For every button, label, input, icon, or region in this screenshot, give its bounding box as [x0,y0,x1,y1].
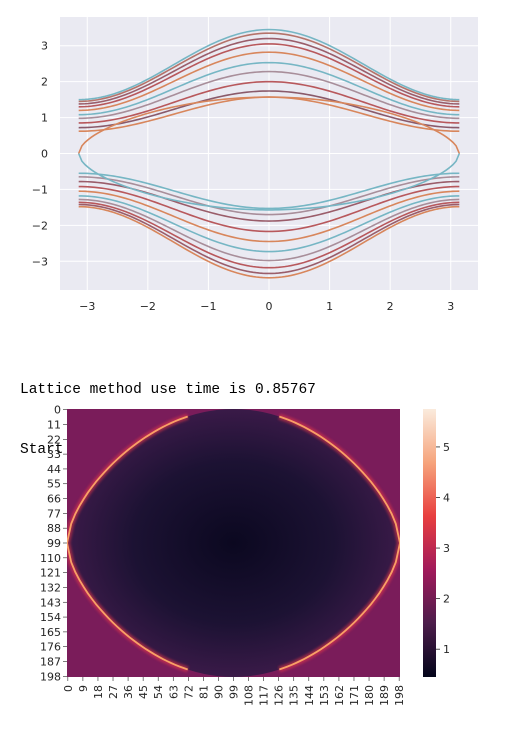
x-tick-labels: −3 −2 −1 0 1 2 3 [79,300,454,313]
band-line [78,172,460,210]
heatmap-x-tick-label: 189 [378,685,391,706]
x-tick-label: −1 [200,300,216,313]
y-tick-label: −2 [32,219,48,232]
band-line [78,61,460,116]
heatmap-x-tick-label: 27 [107,685,120,699]
edge-state-line [77,96,461,154]
band-line [78,28,460,101]
heatmap-y-tick-label: 11 [47,418,61,431]
band-line [78,43,460,108]
heatmap-y-tick-label: 198 [40,670,61,683]
heatmap-x-tick-label: 0 [62,685,75,692]
heatmap-y-tick-label: 165 [40,626,61,639]
y-tick-labels: 3 2 1 0 −1 −2 −3 [32,40,48,269]
heatmap-x-tick-label: 108 [243,685,256,706]
heatmap-y-tick-label: 99 [47,537,61,550]
heatmap-x-tick-label: 126 [273,685,286,706]
band-line [78,80,460,124]
timing-message: Lattice method use time is 0.85767 [20,382,316,398]
band-line [78,195,460,253]
y-tick-label: 2 [41,76,48,89]
heatmap-y-tick-label: 187 [40,656,61,669]
x-tick-label: −2 [140,300,156,313]
colorbar-tick-label: 3 [443,542,450,555]
heatmap-x-tick-label: 36 [122,685,135,699]
heatmap-y-tick-label: 121 [40,567,61,580]
band-line [78,32,460,103]
heatmap-y-tick-label: 77 [47,507,61,520]
heatmap-x-tick-label: 63 [167,685,180,699]
colorbar-tick-label: 1 [443,643,450,656]
heatmap-x-tick-label: 81 [197,685,210,699]
band-line [78,201,460,269]
heatmap-y-tick-label: 143 [40,596,61,609]
colorbar-tick-label: 4 [443,491,450,504]
x-tick-label: 0 [266,300,273,313]
heatmap-y-tick-label: 88 [47,522,61,535]
heatmap-y-tick-label: 33 [47,448,61,461]
heatmap-y-tick-label: 0 [54,404,61,417]
colorbar-tick-labels: 5 4 3 2 1 [436,441,450,656]
band-line [78,90,460,129]
band-line [78,37,460,105]
heatmap-x-tick-label: 153 [318,685,331,706]
heatmap-x-tick-label: 90 [212,685,225,699]
heatmap-x-tick-label: 198 [393,685,406,706]
heatmap-y-tick-label: 44 [47,463,61,476]
y-tick-label: −3 [32,255,48,268]
heatmap-x-tick-label: 135 [288,685,301,706]
x-tick-label: 2 [387,300,394,313]
x-tick-label: 1 [326,300,333,313]
band-line [78,51,460,112]
colorbar-tick-label: 5 [443,441,450,454]
heatmap-bright-arcs [67,415,400,671]
heatmap-x-tick-label: 180 [363,685,376,706]
band-structure-chart: 3 2 1 0 −1 −2 −3 −3 −2 −1 0 1 2 3 [32,17,478,313]
heatmap-y-tick-label: 66 [47,493,61,506]
y-tick-label: 1 [41,112,48,125]
heatmap-x-tick-label: 72 [182,685,195,699]
band-line [78,203,460,275]
y-tick-label: 3 [41,40,48,53]
heatmap-x-tick-label: 18 [92,685,105,699]
heatmap-x-tick-labels: 0 9 18 27 36 45 54 63 72 81 90 99 108 117 126 135 144 153… [62,677,406,706]
band-line [78,70,460,120]
heatmap-x-tick-label: 171 [348,685,361,706]
band-line [78,190,460,243]
heatmap-dark-lens [67,409,400,677]
heatmap-x-tick-label: 45 [137,685,150,699]
heatmap-y-tick-label: 154 [40,611,61,624]
heatmap-x-tick-label: 54 [152,685,165,699]
band-line [78,176,460,216]
heatmap-x-tick-label: 162 [333,685,346,706]
y-tick-label: 0 [41,148,48,161]
heatmap-y-tick-label: 55 [47,478,61,491]
heatmap-y-tick-label: 132 [40,581,61,594]
band-line [78,185,460,233]
heatmap-x-tick-label: 99 [228,685,241,699]
heatmap-chart: 0112233445566778899110121132143154165176… [40,404,450,706]
x-tick-label: 3 [447,300,454,313]
colorbar [423,409,436,677]
edge-state-line [77,153,461,211]
heatmap-x-tick-label: 9 [77,685,90,692]
heatmap-y-tick-label: 110 [40,552,61,565]
heatmap-x-tick-label: 117 [258,685,271,706]
y-tick-label: −1 [32,183,48,196]
heatmap-x-tick-label: 144 [303,685,316,706]
heatmap-y-tick-label: 22 [47,433,61,446]
band-lines [77,28,461,279]
colorbar-tick-label: 2 [443,593,450,606]
band-line [78,205,460,279]
x-tick-label: −3 [79,300,95,313]
band-line [78,198,460,262]
heatmap-y-tick-label: 176 [40,641,61,654]
